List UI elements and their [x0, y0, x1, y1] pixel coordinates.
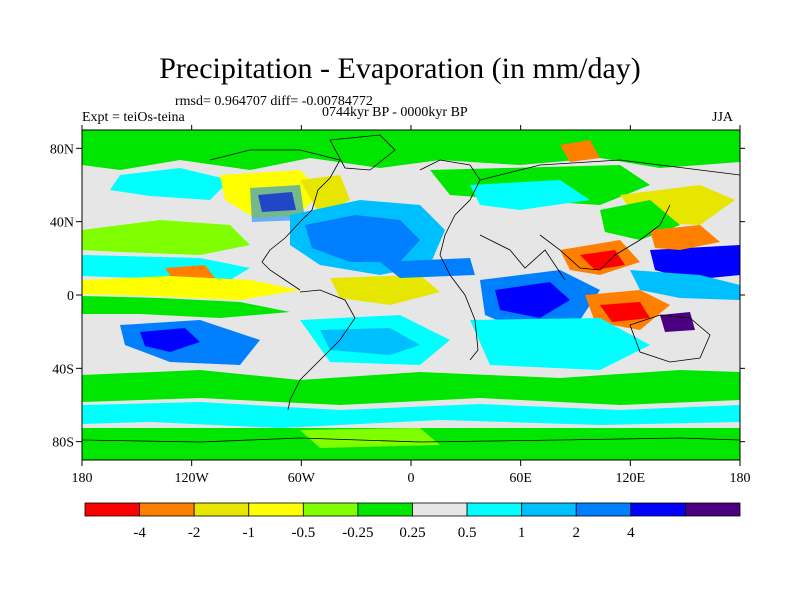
lon-tick-label: 0 [408, 471, 415, 486]
lat-tick-label: 0 [67, 289, 74, 304]
north-america-blue [250, 185, 305, 222]
stats-label: rmsd= 0.964707 diff= -0.00784772 [175, 94, 373, 109]
indian-ocean-darkblue [495, 282, 570, 318]
colorbar-swatch [248, 502, 304, 517]
tropical-atlantic-yellow [330, 275, 440, 305]
colorbar-label: 1 [518, 525, 526, 541]
coastlines [82, 134, 740, 443]
longitude-axis: 180 120W 60W 0 60E 120E 180 [72, 125, 751, 486]
coast-antarctica [82, 437, 740, 443]
coast-europe-africa [419, 159, 481, 361]
coast-north-america [209, 149, 341, 291]
north-atlantic-darkblue [305, 215, 420, 262]
latitude-axis: 80N 40N 0 40S 80S [50, 142, 745, 451]
colorbar-swatch [575, 502, 632, 517]
field-layer [82, 130, 740, 460]
experiment-label: Expt = teiOs-teina [82, 110, 185, 125]
tropical-pacific-green [82, 296, 290, 318]
colorbar-label: 0.5 [458, 525, 477, 541]
colorbar-swatch [412, 502, 468, 517]
colorbar-label: 4 [627, 525, 635, 541]
south-asia-red [580, 250, 625, 270]
north-pacific-cyan [110, 168, 230, 200]
eurasia-cyan [470, 180, 590, 210]
colorbar-swatch [466, 502, 523, 517]
southern-ocean-green [82, 370, 740, 405]
north-pacific-green-band [82, 220, 250, 255]
west-pacific-orange [650, 225, 720, 250]
colorbar-label: -0.5 [291, 525, 315, 541]
coast-south-america [287, 289, 356, 411]
eurasia-orange [560, 140, 600, 162]
australia-purple [660, 312, 695, 332]
lat-tick-label: 40S [52, 362, 74, 377]
colorbar: -4 -2 -1 -0.5 -0.25 0.25 0.5 1 2 4 [84, 502, 741, 541]
page-title: Precipitation - Evaporation (in mm/day) [159, 52, 641, 85]
coast-asia [479, 159, 740, 271]
colorbar-label: 0.25 [399, 525, 425, 541]
southern-ocean-cyan [82, 402, 740, 428]
period-label: 0744kyr BP - 0000kyr BP [322, 105, 468, 120]
lon-tick-label: 180 [730, 471, 751, 486]
colorbar-swatch [139, 502, 195, 517]
colorbar-swatch [193, 502, 250, 517]
colorbar-label: -2 [188, 525, 201, 541]
colorbar-label: -4 [133, 525, 146, 541]
tropical-atlantic-blue [380, 258, 475, 278]
maritime-continent-red [600, 302, 650, 322]
coast-australia [629, 314, 711, 363]
west-pacific-blue [650, 245, 740, 280]
west-pacific-cyan [630, 270, 740, 300]
coast-arabia-india [479, 234, 566, 281]
south-indian-cyan [470, 318, 650, 370]
lon-tick-label: 60W [288, 471, 316, 486]
colorbar-swatch [630, 502, 686, 517]
colorbar-label: -0.25 [342, 525, 373, 541]
colorbar-label: 2 [573, 525, 581, 541]
lat-tick-label: 80N [50, 142, 74, 157]
lon-tick-label: 120E [616, 471, 646, 486]
season-label: JJA [712, 110, 734, 125]
lon-tick-label: 180 [72, 471, 93, 486]
colorbar-label: -1 [243, 525, 256, 541]
south-atlantic-blue [320, 328, 420, 355]
colorbar-swatch [357, 502, 413, 517]
colorbar-swatch [685, 502, 741, 517]
coast-greenland [329, 134, 396, 171]
lat-tick-label: 40N [50, 216, 74, 231]
tropical-pacific-yellow [82, 276, 300, 300]
colorbar-swatch [521, 502, 577, 517]
lon-tick-label: 60E [509, 471, 532, 486]
colorbar-swatch [302, 502, 359, 517]
lon-tick-label: 120W [175, 471, 210, 486]
colorbar-swatch [84, 502, 140, 517]
south-pacific-darkblue [140, 328, 200, 352]
lat-tick-label: 80S [52, 436, 74, 451]
antarctic-lightgreen [300, 428, 440, 448]
